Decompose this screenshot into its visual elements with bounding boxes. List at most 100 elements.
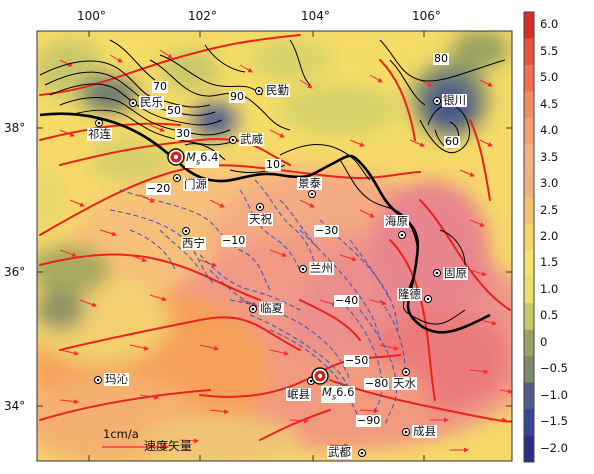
city-label: 景泰 [297, 176, 322, 190]
city-marker-icon [299, 265, 307, 273]
city-label: 隆德 [397, 287, 422, 301]
y-tick-label: 34° [4, 399, 26, 413]
colorbar-tick-label: 5.0 [540, 70, 559, 85]
contour-label: −20 [146, 182, 172, 195]
colorbar-tick-label: −0.5 [540, 361, 568, 376]
contour-label: 90 [229, 90, 245, 103]
city-label: 民乐 [139, 95, 164, 109]
velocity-vectors [59, 49, 512, 453]
city-label: 天祝 [248, 212, 273, 226]
colorbar-segment [524, 303, 534, 331]
colorbar-tick-label: −1.0 [540, 387, 568, 402]
colorbar-segment [524, 409, 534, 437]
city-marker-icon [398, 231, 406, 239]
x-tick-label: 106° [412, 9, 441, 23]
colorbar-tick-label: 1.0 [540, 281, 559, 296]
city-label: 玛沁 [104, 372, 129, 386]
colorbar-tick-label: 0 [540, 334, 548, 349]
epicenter-marker-icon [167, 148, 185, 166]
colorbar-segment [524, 12, 534, 39]
colorbar-tick-label: 4.0 [540, 123, 559, 138]
city-marker-icon [424, 295, 432, 303]
colorbar-tick-label: 2.0 [540, 229, 559, 243]
city-marker-icon [129, 99, 137, 107]
x-tick-label: 104° [301, 9, 330, 23]
earthquake-label: Ms6.6 [321, 385, 356, 404]
colorbar-tick-label: 5.5 [540, 43, 559, 58]
city-label: 祁连 [87, 127, 112, 141]
legend-title: 速度矢量 [144, 439, 193, 453]
city-label: 成县 [412, 424, 437, 438]
epicenter-markers [167, 148, 329, 385]
colorbar-segment [524, 64, 534, 92]
contour-label: 80 [433, 52, 449, 65]
colorbar-tick-label: 2.5 [540, 202, 559, 217]
frame-ticks [37, 31, 512, 461]
colorbar-segment [524, 144, 534, 172]
contour-label: −50 [344, 354, 370, 367]
city-marker-icon [433, 97, 441, 105]
legend-scale-label: 1cm/a [103, 427, 139, 441]
colorbar-tick-label: 3.0 [540, 176, 559, 191]
contour-label: 30 [175, 127, 191, 140]
epicenter-marker-icon [311, 367, 329, 385]
city-label: 兰州 [309, 261, 334, 275]
city-label: 岷县 [286, 387, 311, 401]
city-marker-icon [94, 376, 102, 384]
contour-label: 60 [444, 135, 460, 148]
city-markers [94, 87, 441, 457]
contour-label: −90 [356, 414, 382, 427]
contour-label: −30 [314, 224, 340, 237]
colorbar-segment [524, 117, 534, 145]
colorbar-segment [524, 250, 534, 278]
city-label: 门源 [183, 177, 208, 191]
negative-contours [109, 179, 406, 426]
x-tick-label: 102° [188, 9, 217, 23]
contour-label: 50 [166, 104, 182, 117]
colorbar-tick-label: −2.0 [540, 440, 568, 455]
colorbar [523, 11, 535, 463]
contour-label: −10 [221, 234, 247, 247]
city-marker-icon [95, 119, 103, 127]
colorbar-tick-label: 1.5 [540, 255, 559, 270]
colorbar-tick-label: 3.5 [540, 149, 559, 164]
positive-contours [39, 39, 506, 325]
colorbar-tick-label: 0.5 [540, 308, 559, 323]
earthquake-label: Ms6.4 [185, 150, 220, 169]
city-label: 临夏 [259, 301, 284, 315]
colorbar-segment [524, 382, 534, 410]
map-frame [36, 30, 513, 462]
colorbar-segment [524, 329, 534, 357]
city-marker-icon [255, 87, 263, 95]
city-marker-icon [173, 174, 181, 182]
colorbar-segment [524, 170, 534, 198]
colorbar-frame [523, 11, 535, 463]
city-label: 武都 [327, 445, 352, 459]
city-label: 银川 [442, 93, 467, 107]
city-marker-icon [308, 190, 316, 198]
colorbar-tick-label: 4.5 [540, 96, 559, 111]
city-label: 固原 [443, 266, 468, 280]
contour-label: 70 [152, 80, 168, 93]
city-marker-icon [249, 305, 257, 313]
y-tick-label: 36° [4, 265, 26, 279]
colorbar-segment [524, 38, 534, 66]
city-label: 民勤 [265, 83, 290, 97]
city-marker-icon [229, 136, 237, 144]
colorbar-tick-label: 6.0 [540, 17, 559, 32]
city-marker-icon [402, 428, 410, 436]
city-label: 海原 [384, 214, 409, 228]
y-tick-label: 38° [4, 121, 26, 135]
city-marker-icon [256, 203, 264, 211]
city-label: 天水 [392, 376, 417, 390]
colorbar-segment [524, 197, 534, 225]
colorbar-segment [524, 223, 534, 251]
contour-label: −80 [364, 377, 390, 390]
city-marker-icon [433, 269, 441, 277]
colorbar-segment [524, 356, 534, 384]
city-marker-icon [402, 368, 410, 376]
colorbar-segment [524, 91, 534, 119]
city-label: 西宁 [181, 236, 206, 250]
colorbar-tick-label: −1.5 [540, 414, 568, 429]
city-marker-icon [358, 449, 366, 457]
